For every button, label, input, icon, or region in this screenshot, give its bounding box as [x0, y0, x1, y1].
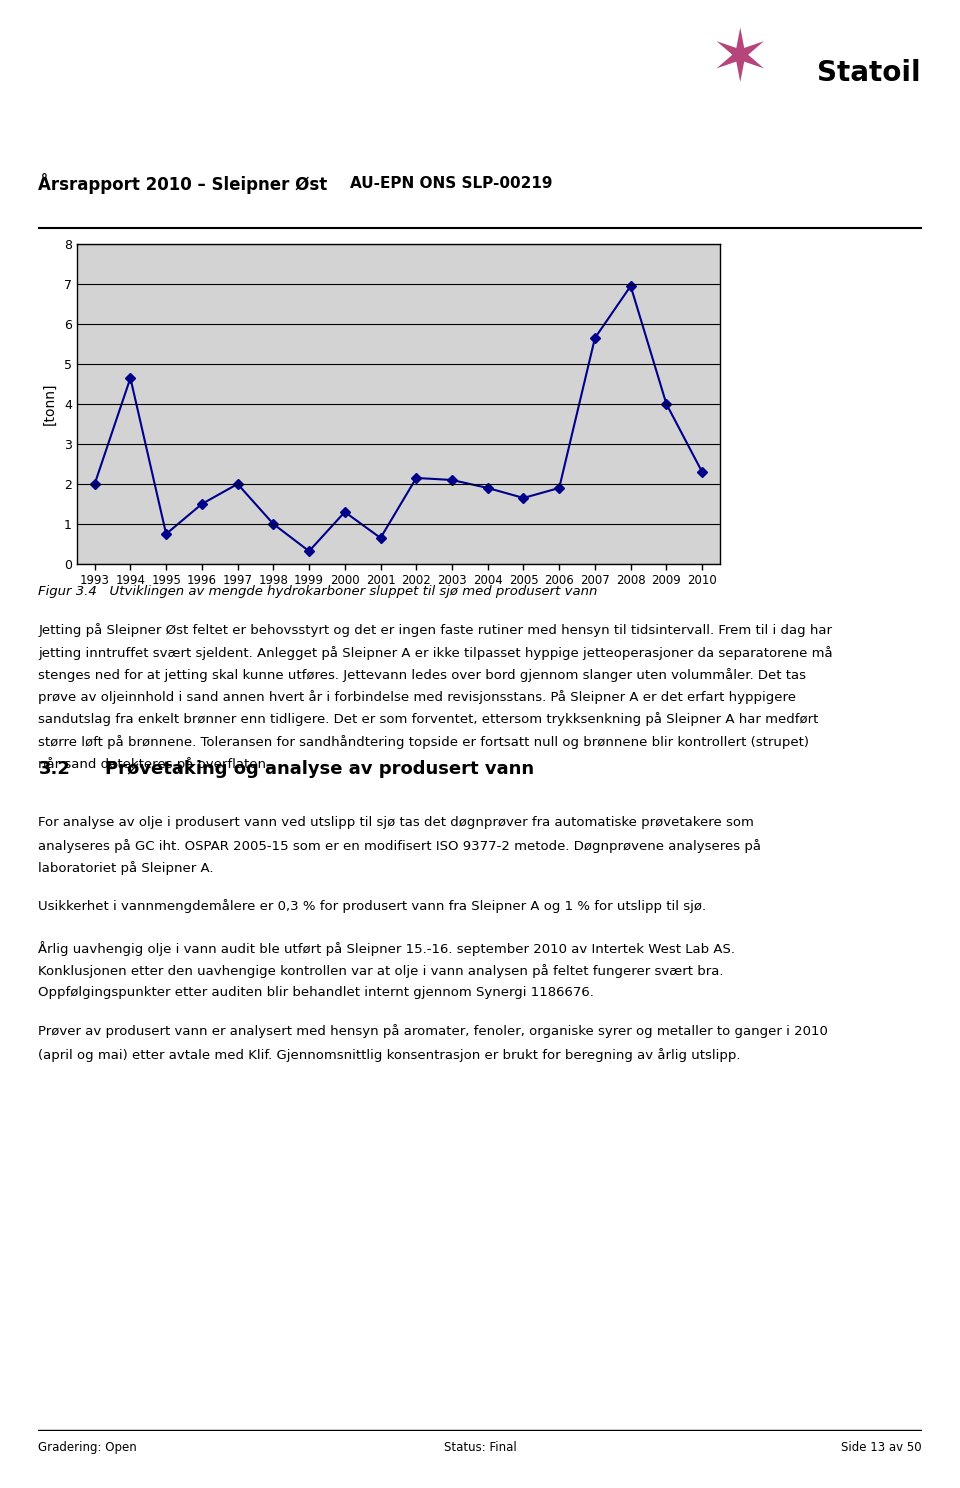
- Text: Oppfølgingspunkter etter auditen blir behandlet internt gjennom Synergi 1186676.: Oppfølgingspunkter etter auditen blir be…: [38, 987, 594, 1000]
- Text: Årlig uavhengig olje i vann audit ble utført på Sleipner 15.-16. september 2010 : Årlig uavhengig olje i vann audit ble ut…: [38, 942, 735, 957]
- Text: laboratoriet på Sleipner A.: laboratoriet på Sleipner A.: [38, 862, 214, 875]
- Text: For analyse av olje i produsert vann ved utslipp til sjø tas det døgnprøver fra : For analyse av olje i produsert vann ved…: [38, 815, 755, 829]
- Text: Status: Final: Status: Final: [444, 1442, 516, 1454]
- Text: Statoil: Statoil: [817, 60, 921, 86]
- Text: AU-EPN ONS SLP-00219: AU-EPN ONS SLP-00219: [350, 176, 553, 192]
- Text: stenges ned for at jetting skal kunne utføres. Jettevann ledes over bord gjennom: stenges ned for at jetting skal kunne ut…: [38, 668, 806, 682]
- Text: sandutslag fra enkelt brønner enn tidligere. Det er som forventet, ettersom tryk: sandutslag fra enkelt brønner enn tidlig…: [38, 713, 819, 726]
- Text: Årsrapport 2010 – Sleipner Øst: Årsrapport 2010 – Sleipner Øst: [38, 173, 327, 195]
- Text: Prøvetaking og analyse av produsert vann: Prøvetaking og analyse av produsert vann: [105, 760, 534, 778]
- Text: når sand detekteres på overflaten.: når sand detekteres på overflaten.: [38, 757, 271, 771]
- Text: Konklusjonen etter den uavhengige kontrollen var at olje i vann analysen på felt: Konklusjonen etter den uavhengige kontro…: [38, 964, 724, 978]
- Text: jetting inntruffet svært sjeldent. Anlegget på Sleipner A er ikke tilpasset hypp: jetting inntruffet svært sjeldent. Anleg…: [38, 646, 833, 659]
- Text: 3.2: 3.2: [38, 760, 70, 778]
- Text: Jetting på Sleipner Øst feltet er behovsstyrt og det er ingen faste rutiner med : Jetting på Sleipner Øst feltet er behovs…: [38, 623, 832, 637]
- Text: Figur 3.4   Utviklingen av mengde hydrokarboner sluppet til sjø med produsert va: Figur 3.4 Utviklingen av mengde hydrokar…: [38, 585, 598, 598]
- Text: Gradering: Open: Gradering: Open: [38, 1442, 137, 1454]
- Text: større løft på brønnene. Toleransen for sandhåndtering topside er fortsatt null : større løft på brønnene. Toleransen for …: [38, 735, 809, 748]
- Text: Prøver av produsert vann er analysert med hensyn på aromater, fenoler, organiske: Prøver av produsert vann er analysert me…: [38, 1024, 828, 1037]
- Text: (april og mai) etter avtale med Klif. Gjennomsnittlig konsentrasjon er brukt for: (april og mai) etter avtale med Klif. Gj…: [38, 1048, 741, 1061]
- Text: ✶: ✶: [708, 27, 770, 95]
- Y-axis label: [tonn]: [tonn]: [43, 382, 57, 426]
- Text: Side 13 av 50: Side 13 av 50: [841, 1442, 922, 1454]
- Text: Usikkerhet i vannmengdemålere er 0,3 % for produsert vann fra Sleipner A og 1 % : Usikkerhet i vannmengdemålere er 0,3 % f…: [38, 899, 707, 912]
- Text: analyseres på GC iht. OSPAR 2005-15 som er en modifisert ISO 9377-2 metode. Døgn: analyseres på GC iht. OSPAR 2005-15 som …: [38, 839, 761, 853]
- Text: prøve av oljeinnhold i sand annen hvert år i forbindelse med revisjonsstans. På : prøve av oljeinnhold i sand annen hvert …: [38, 690, 797, 704]
